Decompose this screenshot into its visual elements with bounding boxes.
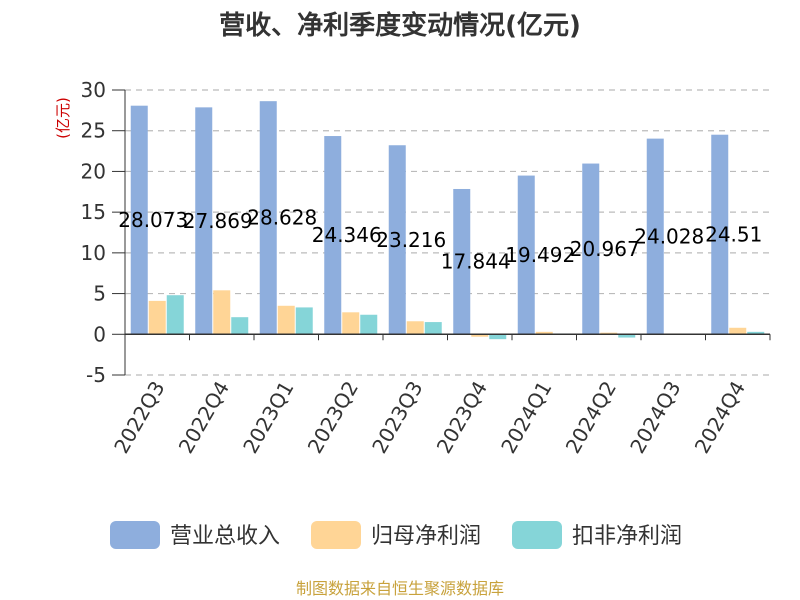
- data-label: 24.028: [634, 224, 704, 248]
- bar-营业总收入-2023Q2: [324, 136, 342, 335]
- x-axis-ticks: 2022Q3 2022Q4 2023Q1 2023Q2 2023Q3 2023Q4 2024…: [109, 377, 750, 458]
- data-label: 19.492: [505, 243, 575, 267]
- bar-扣非净利润-2023Q1: [295, 307, 313, 335]
- bar-营业总收入-2024Q1: [517, 175, 535, 335]
- y-tick-label: 20: [81, 159, 106, 183]
- data-label: 20.967: [570, 237, 640, 261]
- bar-营业总收入-2023Q4: [453, 188, 471, 335]
- bar-扣非净利润-2024Q2: [618, 334, 636, 338]
- bar-扣非净利润-2023Q4: [489, 334, 507, 340]
- x-tick-label: 2024Q1: [496, 377, 556, 458]
- bar-归母净利润-2024Q1: [535, 331, 553, 335]
- bar-归母净利润-2023Q1: [277, 305, 295, 335]
- axes: [124, 90, 771, 375]
- bar-营业总收入-2024Q2: [582, 163, 600, 335]
- chart-title: 营收、净利季度变动情况(亿元): [219, 10, 581, 41]
- legend-swatch: [311, 521, 361, 549]
- data-label: 27.869: [183, 209, 253, 233]
- bar-营业总收入-2022Q4: [195, 107, 213, 335]
- data-label: 24.51: [705, 222, 762, 246]
- y-axis-unit: (亿元): [54, 97, 72, 139]
- legend-label: 扣非净利润: [572, 524, 682, 549]
- data-label: 24.346: [312, 223, 382, 247]
- source-note: 制图数据来自恒生聚源数据库: [296, 579, 504, 598]
- bar-归母净利润-2022Q4: [213, 290, 231, 335]
- bar-营业总收入-2024Q3: [646, 138, 664, 335]
- data-label: 23.216: [376, 228, 446, 252]
- y-tick-label: -5: [86, 363, 106, 387]
- bar-归母净利润-2024Q4: [729, 327, 747, 335]
- bars: [130, 101, 765, 340]
- x-tick-label: 2024Q4: [690, 377, 750, 458]
- x-tick-label: 2024Q3: [625, 377, 685, 458]
- bar-归母净利润-2023Q2: [342, 312, 360, 335]
- data-label: 28.073: [118, 208, 188, 232]
- x-tick-label: 2023Q1: [238, 377, 298, 458]
- legend-swatch: [512, 521, 562, 549]
- bar-营业总收入-2023Q1: [259, 101, 277, 335]
- bar-归母净利润-2023Q4: [471, 334, 489, 337]
- y-tick-label: 0: [93, 322, 106, 346]
- y-tick-label: 30: [81, 78, 106, 102]
- y-tick-label: 5: [93, 282, 106, 306]
- legend: 营业总收入 归母净利润 扣非净利润: [110, 521, 682, 549]
- data-labels: 28.07327.86928.62824.34623.21617.84419.4…: [118, 206, 762, 274]
- grid-lines: [125, 89, 770, 376]
- data-label: 17.844: [441, 250, 511, 274]
- y-tick-label: 10: [81, 241, 106, 265]
- x-tick-label: 2023Q3: [367, 377, 427, 458]
- x-tick-label: 2023Q2: [303, 377, 363, 458]
- x-tick-label: 2023Q4: [432, 377, 492, 458]
- legend-label: 营业总收入: [170, 524, 280, 549]
- y-tick-label: 25: [81, 119, 106, 143]
- bar-归母净利润-2022Q3: [148, 300, 166, 335]
- x-tick-label: 2022Q4: [174, 377, 234, 458]
- bar-营业总收入-2024Q4: [711, 134, 729, 335]
- y-tick-label: 15: [81, 200, 106, 224]
- bar-扣非净利润-2022Q3: [166, 295, 184, 335]
- bar-归母净利润-2023Q3: [406, 321, 424, 335]
- bar-扣非净利润-2023Q3: [424, 322, 442, 335]
- data-label: 28.628: [247, 206, 317, 230]
- bar-营业总收入-2022Q3: [130, 105, 148, 335]
- x-tick-label: 2022Q3: [109, 377, 169, 458]
- bar-扣非净利润-2022Q4: [231, 317, 249, 335]
- bar-扣非净利润-2024Q4: [747, 331, 765, 335]
- y-axis-ticks: 30 25 20 15 10 5 0 -5: [81, 78, 125, 387]
- bar-营业总收入-2023Q3: [388, 145, 406, 335]
- legend-label: 归母净利润: [371, 524, 481, 549]
- bar-归母净利润-2024Q2: [600, 332, 618, 335]
- x-tick-label: 2024Q2: [561, 377, 621, 458]
- legend-swatch: [110, 521, 160, 549]
- bar-扣非净利润-2023Q2: [360, 314, 378, 335]
